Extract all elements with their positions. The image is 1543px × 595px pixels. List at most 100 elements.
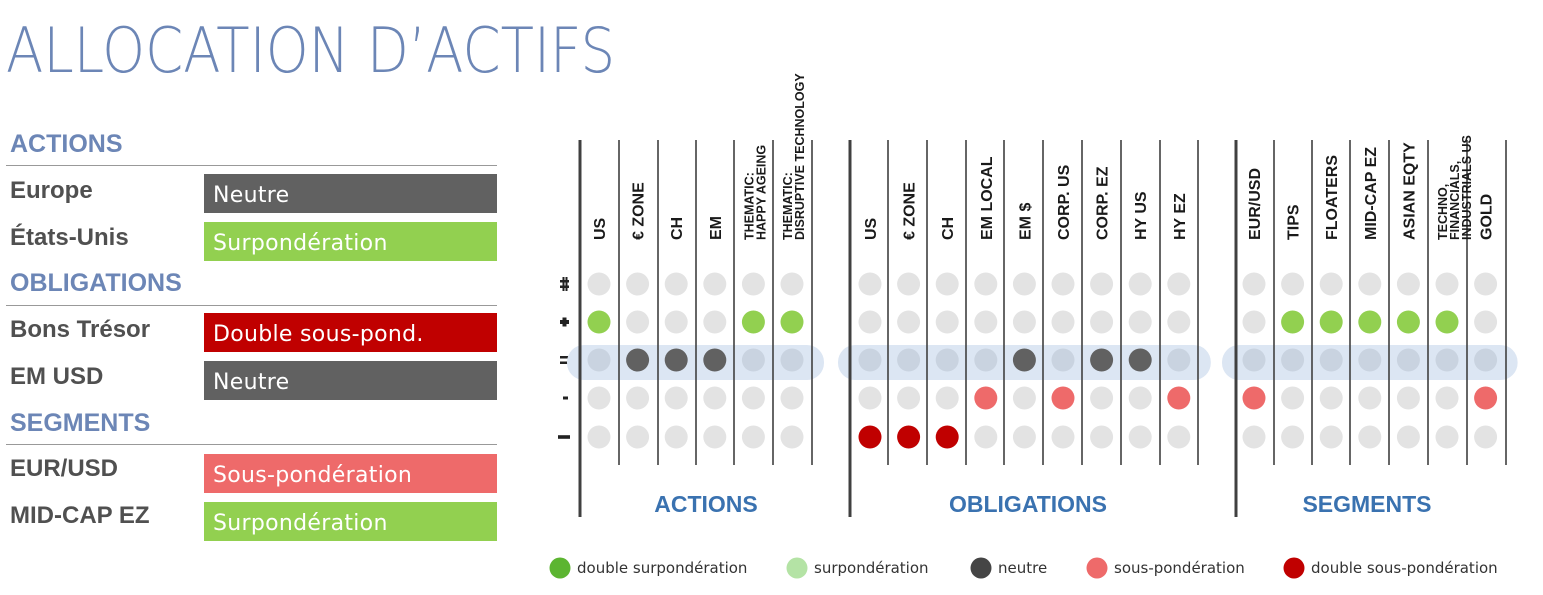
level-marker-3 — [563, 396, 568, 400]
empty-dot — [974, 272, 998, 296]
column-label-1-0: US — [863, 217, 880, 240]
empty-dot — [1242, 425, 1266, 449]
group-title-2: SEGMENTS — [1302, 491, 1431, 517]
legend-item-2: neutre — [970, 557, 1047, 579]
legend-swatch — [1283, 557, 1305, 579]
empty-dot — [664, 272, 688, 296]
rating-badge-eur-usd: Sous-pondération — [204, 454, 497, 493]
position-dot-1-6 — [1090, 348, 1114, 372]
empty-dot — [1435, 425, 1459, 449]
legend-item-4: double sous-pondération — [1283, 557, 1498, 579]
section-heading-actions: ACTIONS — [10, 130, 123, 158]
empty-dot — [626, 272, 650, 296]
column-label-line: ASIAN EQTY — [1401, 142, 1418, 240]
column-label-1-7: HY US — [1133, 191, 1150, 240]
column-label-line: € ZONE — [902, 182, 919, 240]
legend-item-1: surpondération — [786, 557, 929, 579]
group-title-0: ACTIONS — [654, 491, 758, 517]
empty-dot — [1435, 348, 1459, 372]
column-label-line: TECHNO, — [1436, 184, 1450, 240]
column-label-0-2: CH — [669, 217, 686, 240]
empty-dot — [1167, 348, 1191, 372]
position-dot-2-3 — [1358, 310, 1382, 334]
column-label-1-8: HY EZ — [1172, 193, 1189, 240]
empty-dot — [780, 386, 804, 410]
column-label-line: HAPPY AGEING — [754, 145, 768, 240]
empty-dot — [858, 272, 882, 296]
empty-dot — [1242, 348, 1266, 372]
empty-dot — [1281, 386, 1305, 410]
empty-dot — [1396, 348, 1420, 372]
empty-dot — [1474, 272, 1498, 296]
row-label-mid-cap-ez: MID-CAP EZ — [10, 502, 150, 529]
empty-dot — [935, 386, 959, 410]
empty-dot — [1396, 386, 1420, 410]
empty-dot — [587, 272, 611, 296]
empty-dot — [741, 425, 765, 449]
column-label-1-6: CORP. EZ — [1095, 166, 1112, 240]
level-marker-bar — [558, 435, 570, 439]
empty-dot — [664, 425, 688, 449]
level-marker-0 — [560, 277, 569, 291]
legend-item-0: double surpondération — [549, 557, 747, 579]
legend-swatch — [970, 557, 992, 579]
column-label-1-1: € ZONE — [902, 182, 919, 240]
position-dot-2-0 — [1242, 386, 1266, 410]
column-label-line: GOLD — [1479, 194, 1496, 240]
empty-dot — [1128, 272, 1152, 296]
legend-label: neutre — [998, 559, 1047, 577]
empty-dot — [664, 386, 688, 410]
empty-dot — [974, 348, 998, 372]
row-label-europe: Europe — [10, 177, 93, 204]
position-dot-1-8 — [1167, 386, 1191, 410]
row-label-bons-tresor: Bons Trésor — [10, 316, 151, 343]
empty-dot — [1012, 272, 1036, 296]
empty-dot — [1358, 272, 1382, 296]
empty-dot — [974, 310, 998, 334]
position-dot-2-4 — [1396, 310, 1420, 334]
position-dot-1-4 — [1012, 348, 1036, 372]
empty-dot — [1396, 425, 1420, 449]
position-dot-0-2 — [664, 348, 688, 372]
column-label-line: CH — [940, 217, 957, 240]
section-divider — [6, 305, 497, 306]
column-label-line: FINANCIALS, — [1448, 161, 1462, 240]
column-label-0-3: EM — [708, 216, 725, 240]
empty-dot — [1167, 425, 1191, 449]
level-marker-bar — [560, 356, 569, 359]
row-label-eur-usd: EUR/USD — [10, 455, 119, 482]
empty-dot — [703, 386, 727, 410]
position-dot-1-7 — [1128, 348, 1152, 372]
empty-dot — [1012, 386, 1036, 410]
empty-dot — [1319, 272, 1343, 296]
empty-dot — [780, 425, 804, 449]
column-label-0-4: THEMATIC:HAPPY AGEING — [742, 145, 768, 240]
row-label-etats-unis: États-Unis — [10, 224, 129, 251]
empty-dot — [974, 425, 998, 449]
empty-dot — [1435, 386, 1459, 410]
empty-dot — [626, 425, 650, 449]
column-label-line: EM — [708, 216, 725, 240]
section-divider — [6, 165, 497, 166]
page-title: ALLOCATION D’ACTIFS — [6, 14, 616, 87]
group-title-1: OBLIGATIONS — [949, 491, 1107, 517]
position-dot-0-5 — [780, 310, 804, 334]
empty-dot — [935, 348, 959, 372]
level-marker-bar — [562, 277, 565, 291]
empty-dot — [858, 310, 882, 334]
column-label-line: US — [592, 217, 609, 240]
position-dot-1-5 — [1051, 386, 1075, 410]
column-label-line: EM LOCAL — [979, 156, 996, 240]
column-label-1-2: CH — [940, 217, 957, 240]
empty-dot — [935, 310, 959, 334]
empty-dot — [897, 272, 921, 296]
position-dot-1-1 — [897, 425, 921, 449]
empty-dot — [741, 272, 765, 296]
column-label-2-5: TECHNO,FINANCIALS,INDUSTRIALS US — [1436, 135, 1474, 240]
empty-dot — [1281, 272, 1305, 296]
empty-dot — [1051, 272, 1075, 296]
empty-dot — [1128, 425, 1152, 449]
position-dot-1-2 — [935, 425, 959, 449]
column-label-line: HY EZ — [1172, 193, 1189, 240]
